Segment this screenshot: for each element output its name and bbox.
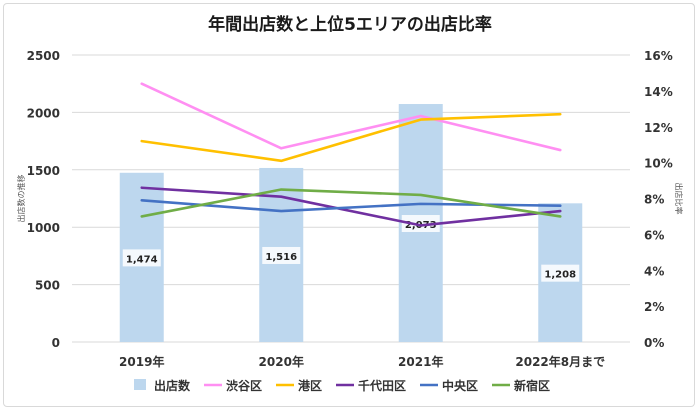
x-axis-tick-label: 2021年 — [398, 354, 443, 369]
x-axis-tick-label: 2020年 — [259, 354, 304, 369]
right-axis-tick-label: 10% — [644, 157, 673, 171]
left-axis-tick-label: 500 — [35, 279, 60, 293]
chart-title: 年間出店数と上位5エリアの出店比率 — [208, 14, 492, 35]
series-line-港区 — [140, 112, 562, 163]
left-axis-tick-label: 2000 — [27, 106, 60, 120]
legend-label: 新宿区 — [514, 378, 550, 393]
series-line-新宿区 — [140, 188, 562, 218]
bar-data-label-bg — [401, 215, 440, 233]
right-axis-tick-label: 2% — [644, 300, 664, 314]
right-axis-tick-label: 0% — [644, 336, 664, 350]
x-axis-tick-label: 2022年8月まで — [515, 354, 605, 369]
left-axis-tick-label: 1000 — [27, 221, 60, 235]
right-axis-title: 出店比率 — [674, 183, 684, 215]
bar-data-label-bg — [541, 264, 580, 282]
bar-data-label-bg — [262, 246, 301, 264]
left-axis-title: 出店数の推移 — [16, 175, 26, 223]
legend-label: 渋谷区 — [226, 378, 262, 393]
right-axis-tick-label: 4% — [644, 264, 664, 278]
legend-swatch — [134, 379, 146, 390]
left-axis-tick-label: 1500 — [27, 164, 60, 178]
bar-data-label-bg — [122, 249, 161, 267]
right-axis-tick-label: 6% — [644, 228, 664, 242]
legend-label: 中央区 — [442, 378, 478, 393]
series-line-千代田区 — [140, 186, 562, 227]
legend-label: 出店数 — [154, 378, 191, 393]
bar-data-label: 1,208 — [544, 270, 576, 281]
series-line-渋谷区 — [140, 82, 562, 152]
left-axis-tick-label: 2500 — [27, 49, 60, 63]
bar-data-label: 1,474 — [126, 254, 158, 265]
legend-label: 千代田区 — [358, 378, 406, 393]
bar-data-label: 1,516 — [265, 252, 297, 263]
right-axis-tick-label: 14% — [644, 85, 673, 99]
right-axis-tick-label: 8% — [644, 193, 664, 207]
right-axis-tick-label: 12% — [644, 121, 673, 135]
x-axis-tick-label: 2019年 — [119, 354, 164, 369]
left-axis-tick-label: 0 — [52, 336, 60, 350]
right-axis-tick-label: 16% — [644, 49, 673, 63]
legend-label: 港区 — [298, 378, 322, 393]
